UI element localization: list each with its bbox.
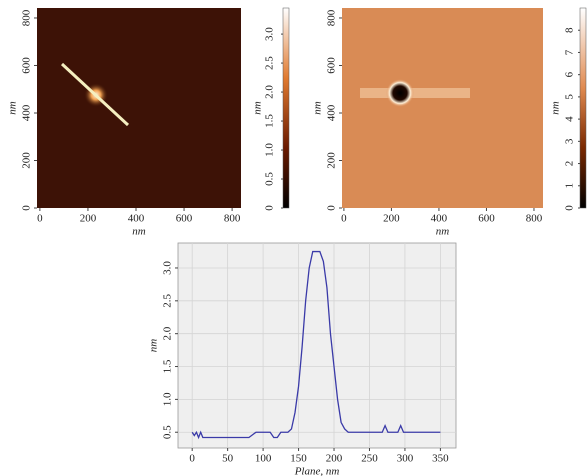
y-tick-label: 0	[326, 205, 338, 211]
colorbar-tick-label: 1.5	[264, 114, 276, 128]
colorbar-tick-label: 0.5	[264, 172, 276, 186]
y-tick-label: 2.0	[162, 326, 174, 340]
x-tick-label: 50	[222, 453, 234, 465]
x-tick-label: 200	[383, 213, 400, 225]
particle	[386, 79, 414, 107]
y-tick-label: 1.0	[162, 392, 174, 406]
x-tick-label: 250	[361, 453, 378, 465]
x-tick-label: 0	[341, 213, 347, 225]
colorbar-tick-label: 8	[564, 27, 576, 33]
colorbar-tick-label: 6	[564, 71, 576, 77]
x-tick-label: 200	[326, 453, 343, 465]
colorbar-label: nm	[252, 101, 264, 115]
y-tick-label: 2.5	[162, 293, 174, 307]
colorbar-tick-label: 1	[564, 183, 576, 189]
x-tick-label: 600	[176, 213, 193, 225]
x-axis-label: nm	[436, 226, 450, 238]
x-tick-label: 200	[80, 213, 97, 225]
x-axis-label: Plane, nm	[294, 466, 340, 476]
y-tick-label: 200	[326, 152, 338, 169]
y-tick-label: 3.0	[162, 261, 174, 275]
y-tick-label: 600	[21, 57, 33, 74]
y-tick-label: 400	[326, 104, 338, 121]
colorbar-tick-label: 5	[564, 94, 576, 100]
colorbar-tick-label: 3.0	[264, 27, 276, 41]
profile-line	[60, 62, 130, 127]
y-tick-label: 800	[21, 9, 33, 26]
afm-image	[342, 8, 543, 208]
colorbar-tick-label: 2.0	[264, 85, 276, 99]
profile-line	[191, 250, 441, 440]
x-tick-label: 800	[526, 213, 543, 225]
colorbar-tick-label: 0	[564, 205, 576, 211]
x-tick-label: 350	[432, 453, 449, 465]
y-tick-label: 400	[21, 104, 33, 121]
colorbar	[282, 7, 290, 209]
colorbar-tick-label: 2	[564, 161, 576, 167]
colorbar-tick-label: 7	[564, 49, 576, 55]
x-tick-label: 300	[397, 453, 414, 465]
x-tick-label: 800	[224, 213, 241, 225]
colorbar-tick-label: 3	[564, 138, 576, 144]
y-axis-label: nm	[148, 339, 160, 353]
colorbar-tick-label: 0	[264, 205, 276, 211]
y-tick-label: 800	[326, 9, 338, 26]
afm-image	[37, 8, 241, 208]
x-tick-label: 0	[37, 213, 43, 225]
x-tick-label: 400	[431, 213, 448, 225]
x-tick-label: 0	[189, 453, 195, 465]
y-tick-label: 0	[21, 205, 33, 211]
plot-area	[177, 242, 457, 449]
x-tick-label: 100	[255, 453, 272, 465]
image-2	[342, 7, 587, 209]
y-tick-label: 0.5	[162, 425, 174, 439]
x-tick-label: 600	[478, 213, 495, 225]
colorbar-tick-label: 1.0	[264, 143, 276, 157]
y-tick-label: 1.5	[162, 359, 174, 373]
y-axis-label: nm	[312, 101, 324, 115]
y-tick-label: 600	[326, 57, 338, 74]
y-axis-label: nm	[7, 101, 19, 115]
streak	[360, 88, 470, 98]
colorbar-tick-label: 2.5	[264, 56, 276, 70]
x-axis-label: nm	[132, 226, 146, 238]
colorbar-tick-label: 4	[564, 116, 576, 122]
y-tick-label: 200	[21, 152, 33, 169]
colorbar-label: nm	[550, 101, 562, 115]
image-1	[37, 7, 290, 209]
x-tick-label: 150	[290, 453, 307, 465]
x-tick-label: 400	[128, 213, 145, 225]
colorbar	[579, 7, 587, 209]
